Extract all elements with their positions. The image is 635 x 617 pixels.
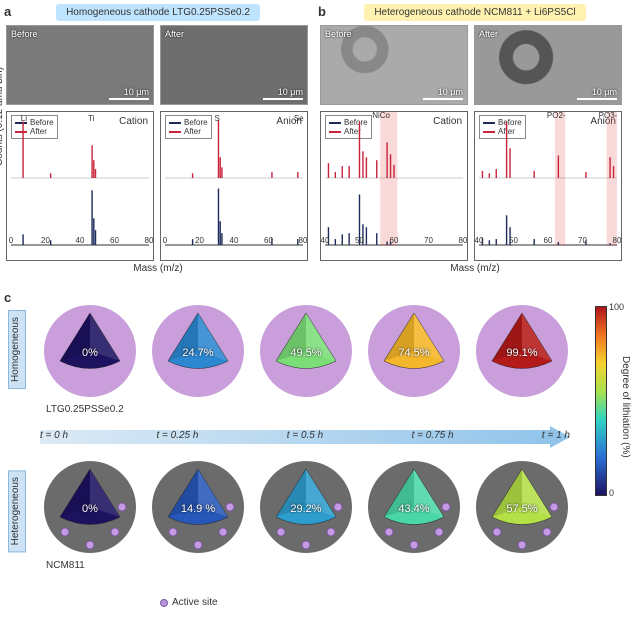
active-site-dot-icon — [160, 599, 168, 607]
sem-label: Before — [325, 29, 352, 39]
panel-label-c: c — [4, 290, 11, 305]
scalebar-text: 10 μm — [124, 87, 149, 97]
spectrum-b-cation: Before After Cation NiCo4050607080 — [320, 111, 468, 261]
row-label-homogeneous: Homogeneous — [8, 310, 26, 389]
x-axis-label: Mass (m/z) — [320, 263, 630, 274]
lithiation-percent: 0% — [40, 347, 140, 359]
panel-label-b: b — [318, 4, 326, 19]
lithiation-sphere: 14.9 % — [148, 457, 248, 565]
active-site-legend: Active site — [160, 597, 218, 608]
sem-label: After — [165, 29, 184, 39]
sem-b-after: After 10 μm — [474, 25, 622, 105]
time-label: t = 0.75 h — [412, 430, 454, 441]
lithiation-percent: 99.1% — [472, 347, 572, 359]
lithiation-sphere: 74.5% — [364, 301, 464, 409]
row-label-heterogeneous: Heterogeneous — [8, 470, 26, 552]
scalebar-text: 10 μm — [438, 87, 463, 97]
lithiation-sphere: 43.4% — [364, 457, 464, 565]
panel-label-a: a — [4, 4, 11, 19]
lithiation-percent: 24.7% — [148, 347, 248, 359]
lithiation-percent: 74.5% — [364, 347, 464, 359]
time-label: t = 0 h — [40, 430, 68, 441]
colorbar-label: Degree of lithiation (%) — [620, 356, 631, 458]
active-site-legend-text: Active site — [172, 597, 218, 608]
spectrum-a-cation: Before After Cation LiTi020406080 — [6, 111, 154, 261]
colorbar-min: 0 — [609, 488, 614, 498]
lithiation-percent: 43.4% — [364, 503, 464, 515]
scalebar-text: 10 μm — [592, 87, 617, 97]
scalebar-text: 10 μm — [278, 87, 303, 97]
sem-b-before: Before 10 μm — [320, 25, 468, 105]
spectrum-b-anion: Before After Anion PO2-PO3-4050607080 — [474, 111, 622, 261]
colorbar: 100 0 Degree of lithiation (%) — [593, 306, 629, 536]
sphere-row-heterogeneous: 0% 14.9 % 29.2% — [40, 456, 580, 566]
header-b: Heterogeneous cathode NCM811 + Li6PS5Cl — [364, 4, 585, 21]
sem-label: After — [479, 29, 498, 39]
lithiation-percent: 14.9 % — [148, 503, 248, 515]
lithiation-sphere: 99.1% — [472, 301, 572, 409]
header-a: Homogeneous cathode LTG0.25PSSe0.2 — [56, 4, 260, 21]
sphere-row-homogeneous: 0% 24.7% 49.5% — [40, 300, 580, 410]
lithiation-sphere: 57.5% — [472, 457, 572, 565]
time-label: t = 1 h — [542, 430, 570, 441]
lithiation-sphere: 0% — [40, 457, 140, 565]
lithiation-percent: 57.5% — [472, 503, 572, 515]
lithiation-sphere: 29.2% — [256, 457, 356, 565]
time-label: t = 0.5 h — [287, 430, 323, 441]
lithiation-sphere: 0% — [40, 301, 140, 409]
colorbar-max: 100 — [609, 302, 624, 312]
spectrum-a-anion: Before After Anion SSe020406080 — [160, 111, 308, 261]
sem-label: Before — [11, 29, 38, 39]
lithiation-sphere: 49.5% — [256, 301, 356, 409]
y-axis-label: Counts (0.12 amu bin) — [0, 67, 5, 166]
x-axis-label: Mass (m/z) — [6, 263, 310, 274]
sem-a-before: Before 10 μm — [6, 25, 154, 105]
lithiation-percent: 29.2% — [256, 503, 356, 515]
lithiation-percent: 0% — [40, 503, 140, 515]
time-labels: t = 0 h t = 0.25 h t = 0.5 h t = 0.75 h t = … — [40, 430, 570, 441]
lithiation-percent: 49.5% — [256, 347, 356, 359]
time-label: t = 0.25 h — [156, 430, 198, 441]
lithiation-sphere: 24.7% — [148, 301, 248, 409]
sem-a-after: After 10 μm — [160, 25, 308, 105]
